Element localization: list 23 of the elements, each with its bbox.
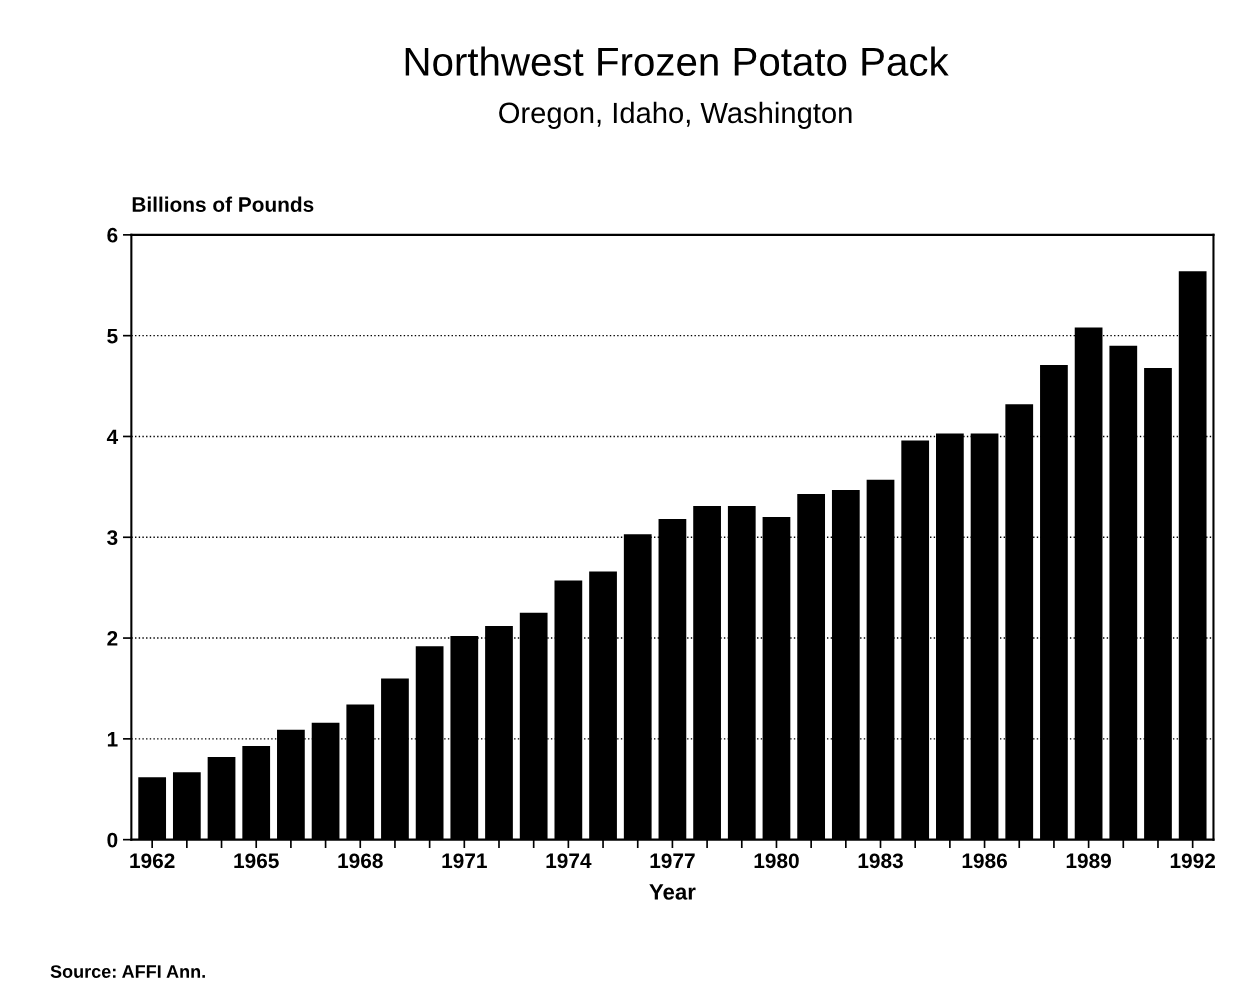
y-tick-label: 0 — [107, 832, 118, 848]
x-tick-label: 1965 — [234, 853, 279, 869]
y-tick-label: 3 — [107, 530, 118, 546]
x-tick-label: 1974 — [546, 853, 592, 869]
y-tick-label: 2 — [107, 631, 118, 646]
source-note: Source: AFFI Ann. — [50, 965, 205, 978]
x-tick-label: 1989 — [1066, 853, 1112, 869]
x-tick-label: 1986 — [962, 853, 1007, 869]
x-tick-label: 1980 — [754, 853, 799, 869]
x-tick-label: 1968 — [338, 853, 383, 869]
x-tick-label: 1992 — [1170, 853, 1215, 869]
x-tick-label: 1983 — [858, 853, 903, 869]
chart-subtitle: Oregon, Idaho, Washington — [499, 101, 852, 130]
y-tick-label: 1 — [107, 732, 118, 747]
x-tick-label: 1971 — [442, 853, 487, 869]
y-tick-label: 4 — [106, 429, 119, 445]
x-tick-label: 1962 — [130, 853, 175, 869]
x-tick-label: 1977 — [650, 853, 695, 869]
x-axis-title: Year — [649, 884, 696, 900]
y-tick-label: 6 — [107, 227, 118, 243]
y-tick-label: 5 — [107, 328, 118, 344]
y-axis-title: Billions of Pounds — [132, 196, 314, 212]
chart-title: Northwest Frozen Potato Pack — [405, 46, 949, 76]
